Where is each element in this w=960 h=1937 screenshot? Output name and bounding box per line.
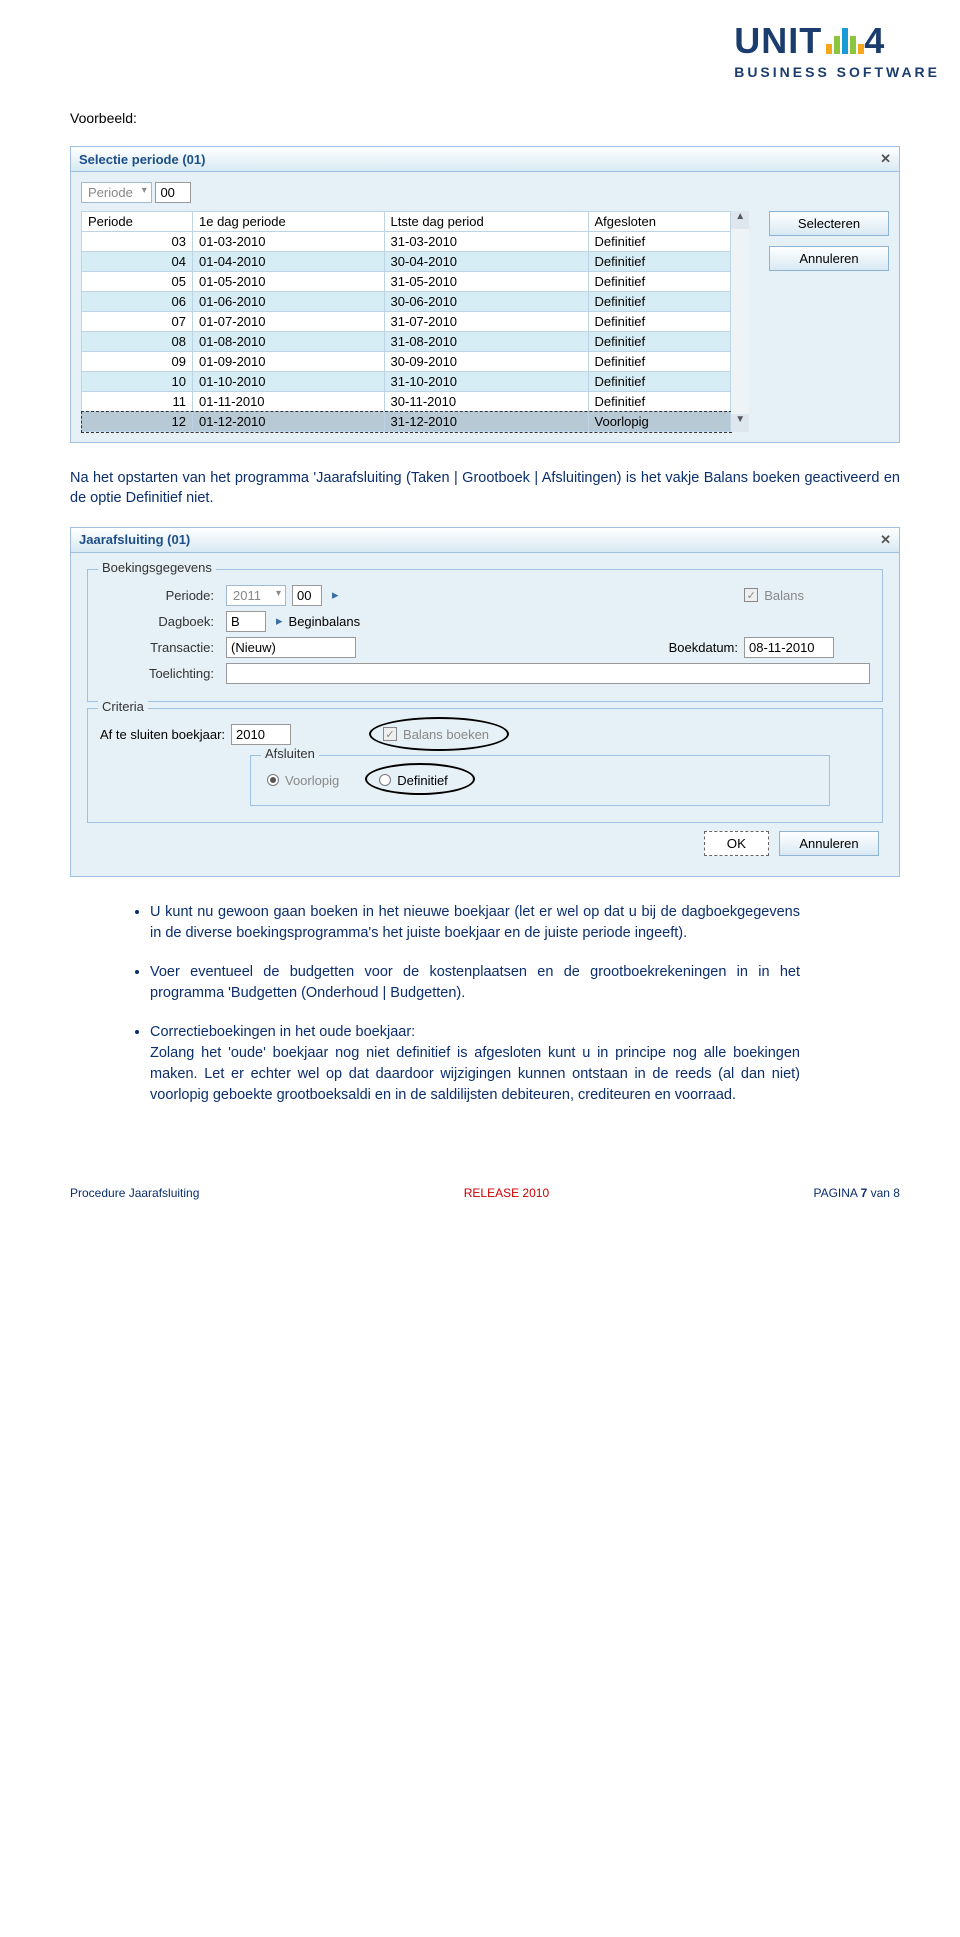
table-header[interactable]: Ltste dag period xyxy=(384,212,588,232)
footer-mid: RELEASE 2010 xyxy=(464,1186,549,1200)
table-row[interactable]: 1101-11-201030-11-2010Definitief xyxy=(82,392,731,412)
periode-table[interactable]: Periode1e dag periodeLtste dag periodAfg… xyxy=(81,211,731,432)
fieldset-criteria: Criteria Af te sluiten boekjaar: Balans … xyxy=(87,708,883,823)
window2-title: Jaarafsluiting (01) xyxy=(79,532,190,547)
definitief-label: Definitief xyxy=(397,773,448,788)
table-header[interactable]: 1e dag periode xyxy=(193,212,385,232)
paragraph-1: Na het opstarten van het programma 'Jaar… xyxy=(70,468,900,509)
voorlopig-label: Voorlopig xyxy=(285,773,339,788)
scroll-down-icon[interactable]: ▼ xyxy=(731,414,749,432)
logo-num: 4 xyxy=(864,20,885,62)
list-item: Correctieboekingen in het oude boekjaar:… xyxy=(150,1022,800,1106)
logo-area: UNIT 4 BUSINESS SOFTWARE xyxy=(70,20,940,80)
label-toelichting: Toelichting: xyxy=(100,666,220,681)
table-row[interactable]: 0601-06-201030-06-2010Definitief xyxy=(82,292,731,312)
legend-criteria: Criteria xyxy=(98,699,148,714)
logo-brand: UNIT xyxy=(734,20,822,62)
table-header[interactable]: Periode xyxy=(82,212,193,232)
arrow-icon[interactable]: ▸ xyxy=(276,613,283,629)
annuleren-button[interactable]: Annuleren xyxy=(779,831,879,856)
transactie-input[interactable] xyxy=(226,637,356,658)
table-row[interactable]: 0501-05-201031-05-2010Definitief xyxy=(82,272,731,292)
scroll-up-icon[interactable]: ▲ xyxy=(731,211,749,229)
label-periode: Periode: xyxy=(100,588,220,603)
legend-afsluiten: Afsluiten xyxy=(261,746,319,761)
periode-num-input[interactable] xyxy=(292,585,322,606)
balans-label: Balans xyxy=(764,588,804,603)
window1-title: Selectie periode (01) xyxy=(79,152,205,167)
dagboek-desc: Beginbalans xyxy=(289,614,361,629)
definitief-radio[interactable] xyxy=(379,774,391,786)
logo-bars xyxy=(826,28,864,54)
boekjaar-input[interactable] xyxy=(231,724,291,745)
label-transactie: Transactie: xyxy=(100,640,220,655)
label-boekdatum: Boekdatum: xyxy=(669,640,738,655)
dagboek-input[interactable] xyxy=(226,611,266,632)
label-dagboek: Dagboek: xyxy=(100,614,220,629)
table-row[interactable]: 1001-10-201031-10-2010Definitief xyxy=(82,372,731,392)
list-item: Voer eventueel de budgetten voor de kost… xyxy=(150,962,800,1004)
table-row[interactable]: 0301-03-201031-03-2010Definitief xyxy=(82,232,731,252)
table-header[interactable]: Afgesloten xyxy=(588,212,731,232)
close-icon[interactable]: ✕ xyxy=(880,532,891,548)
window-jaarafsluiting: Jaarafsluiting (01) ✕ Boekingsgegevens P… xyxy=(70,527,900,877)
window-selectie-periode: Selectie periode (01) ✕ Periode Periode1… xyxy=(70,146,900,443)
balansboeken-label: Balans boeken xyxy=(403,727,489,742)
annuleren-button[interactable]: Annuleren xyxy=(769,246,889,271)
close-icon[interactable]: ✕ xyxy=(880,151,891,167)
periode-filter-dropdown[interactable]: Periode xyxy=(81,182,152,203)
table-row[interactable]: 1201-12-201031-12-2010Voorlopig xyxy=(82,412,731,432)
legend-boekingsgegevens: Boekingsgegevens xyxy=(98,560,216,575)
toelichting-input[interactable] xyxy=(226,663,870,684)
voorlopig-radio[interactable] xyxy=(267,774,279,786)
arrow-icon[interactable]: ▸ xyxy=(332,587,339,603)
balans-checkbox xyxy=(744,588,758,602)
label-boekjaar: Af te sluiten boekjaar: xyxy=(100,727,225,742)
table-row[interactable]: 0801-08-201031-08-2010Definitief xyxy=(82,332,731,352)
selecteren-button[interactable]: Selecteren xyxy=(769,211,889,236)
periode-year-dropdown[interactable]: 2011 xyxy=(226,585,286,606)
list-item: U kunt nu gewoon gaan boeken in het nieu… xyxy=(150,902,800,944)
balansboeken-checkbox xyxy=(383,727,397,741)
boekdatum-input[interactable] xyxy=(744,637,834,658)
table-row[interactable]: 0701-07-201031-07-2010Definitief xyxy=(82,312,731,332)
voorbeeld-heading: Voorbeeld: xyxy=(70,110,900,126)
fieldset-boekingsgegevens: Boekingsgegevens Periode: 2011 ▸ Balans … xyxy=(87,569,883,702)
fieldset-afsluiten: Afsluiten Voorlopig Definitief xyxy=(250,755,830,806)
table-row[interactable]: 0901-09-201030-09-2010Definitief xyxy=(82,352,731,372)
logo-tagline: BUSINESS SOFTWARE xyxy=(734,64,940,80)
periode-filter-input[interactable] xyxy=(155,182,191,203)
bullet-list: U kunt nu gewoon gaan boeken in het nieu… xyxy=(150,902,800,1106)
page-footer: Procedure Jaarafsluiting RELEASE 2010 PA… xyxy=(70,1186,900,1200)
scrollbar[interactable]: ▲ ▼ xyxy=(731,211,749,432)
ok-button[interactable]: OK xyxy=(704,831,769,856)
footer-left: Procedure Jaarafsluiting xyxy=(70,1186,199,1200)
table-row[interactable]: 0401-04-201030-04-2010Definitief xyxy=(82,252,731,272)
footer-right: PAGINA 7 van 8 xyxy=(813,1186,900,1200)
